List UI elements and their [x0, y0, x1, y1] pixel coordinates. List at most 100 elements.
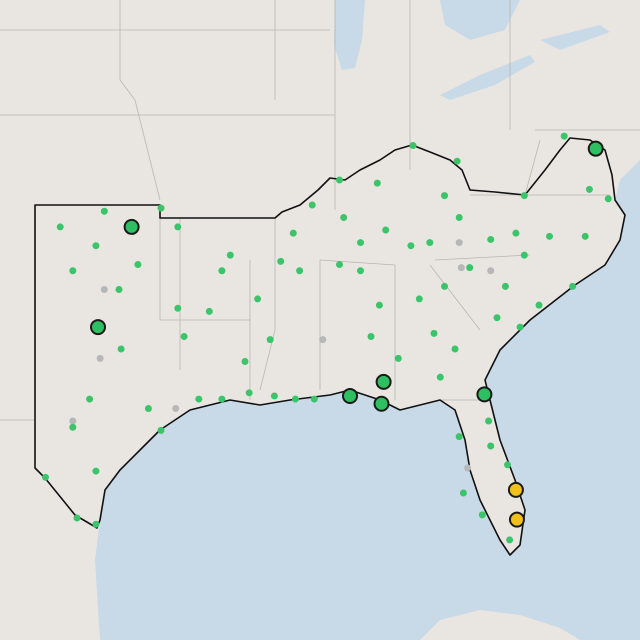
marker [466, 264, 474, 272]
marker [430, 329, 438, 337]
marker [520, 251, 528, 259]
marker [205, 307, 213, 315]
marker [441, 282, 449, 290]
cuba [420, 610, 580, 640]
marker [436, 373, 444, 381]
inactive-marker [96, 354, 104, 362]
inactive-marker [455, 239, 463, 247]
marker [487, 235, 495, 243]
marker [218, 267, 226, 275]
marker [382, 226, 390, 234]
marker [195, 395, 203, 403]
marker [254, 295, 262, 303]
marker [310, 395, 318, 403]
marker [336, 176, 344, 184]
marker [459, 489, 467, 497]
highlight-marker[interactable] [90, 319, 107, 336]
marker [92, 242, 100, 250]
marker [520, 192, 528, 200]
inactive-marker [457, 264, 465, 272]
marker [367, 332, 375, 340]
marker [493, 314, 501, 322]
marker [581, 232, 589, 240]
marker [478, 511, 486, 519]
marker [266, 336, 274, 344]
marker [451, 345, 459, 353]
inactive-marker [487, 267, 495, 275]
marker [506, 536, 514, 544]
inactive-marker [69, 417, 77, 425]
marker [92, 520, 100, 528]
marker [373, 179, 381, 187]
marker [485, 417, 493, 425]
marker [308, 201, 316, 209]
marker [546, 232, 554, 240]
marker [277, 257, 285, 265]
marker [69, 267, 77, 275]
lake-huron [440, 0, 520, 40]
highlight-marker[interactable] [476, 386, 493, 403]
inactive-marker [100, 286, 108, 294]
highlight-marker[interactable] [373, 395, 390, 412]
marker [487, 442, 495, 450]
marker [56, 223, 64, 231]
lake-ontario [540, 25, 610, 50]
inactive-marker [319, 336, 327, 344]
marker [455, 433, 463, 441]
marker [455, 214, 463, 222]
marker [157, 204, 165, 212]
marker [340, 214, 348, 222]
marker [357, 239, 365, 247]
marker [560, 132, 568, 140]
marker [180, 332, 188, 340]
highlight-marker[interactable] [375, 373, 392, 390]
secondary-marker[interactable] [507, 481, 524, 498]
marker [296, 267, 304, 275]
marker [375, 301, 383, 309]
marker [409, 142, 417, 150]
inactive-marker [172, 404, 180, 412]
marker [441, 192, 449, 200]
marker [289, 229, 297, 237]
marker [115, 286, 123, 294]
marker [357, 267, 365, 275]
lake-michigan [334, 0, 365, 70]
marker [117, 345, 125, 353]
marker [245, 389, 253, 397]
marker [453, 157, 461, 165]
marker [226, 251, 234, 259]
marker [415, 295, 423, 303]
marker [157, 426, 165, 434]
markers [42, 132, 612, 544]
marker [291, 395, 299, 403]
marker [407, 242, 415, 250]
marker [218, 395, 226, 403]
marker [585, 185, 593, 193]
highlight-marker[interactable] [123, 218, 140, 235]
marker [569, 282, 577, 290]
state-borders [0, 0, 640, 421]
lake-erie [440, 55, 535, 100]
highlight-marker[interactable] [587, 140, 604, 157]
marker [144, 404, 152, 412]
marker [134, 260, 142, 268]
marker [336, 260, 344, 268]
marker [69, 423, 77, 431]
region-outline [34, 137, 626, 556]
marker [73, 514, 81, 522]
marker [270, 392, 278, 400]
marker [604, 195, 612, 203]
marker [394, 354, 402, 362]
marker [516, 323, 524, 331]
marker [42, 473, 50, 481]
marker [92, 467, 100, 475]
marker [86, 395, 94, 403]
marker [535, 301, 543, 309]
marker [174, 223, 182, 231]
marker [241, 358, 249, 366]
marker [174, 304, 182, 312]
secondary-marker[interactable] [508, 511, 525, 528]
highlight-marker[interactable] [342, 387, 359, 404]
